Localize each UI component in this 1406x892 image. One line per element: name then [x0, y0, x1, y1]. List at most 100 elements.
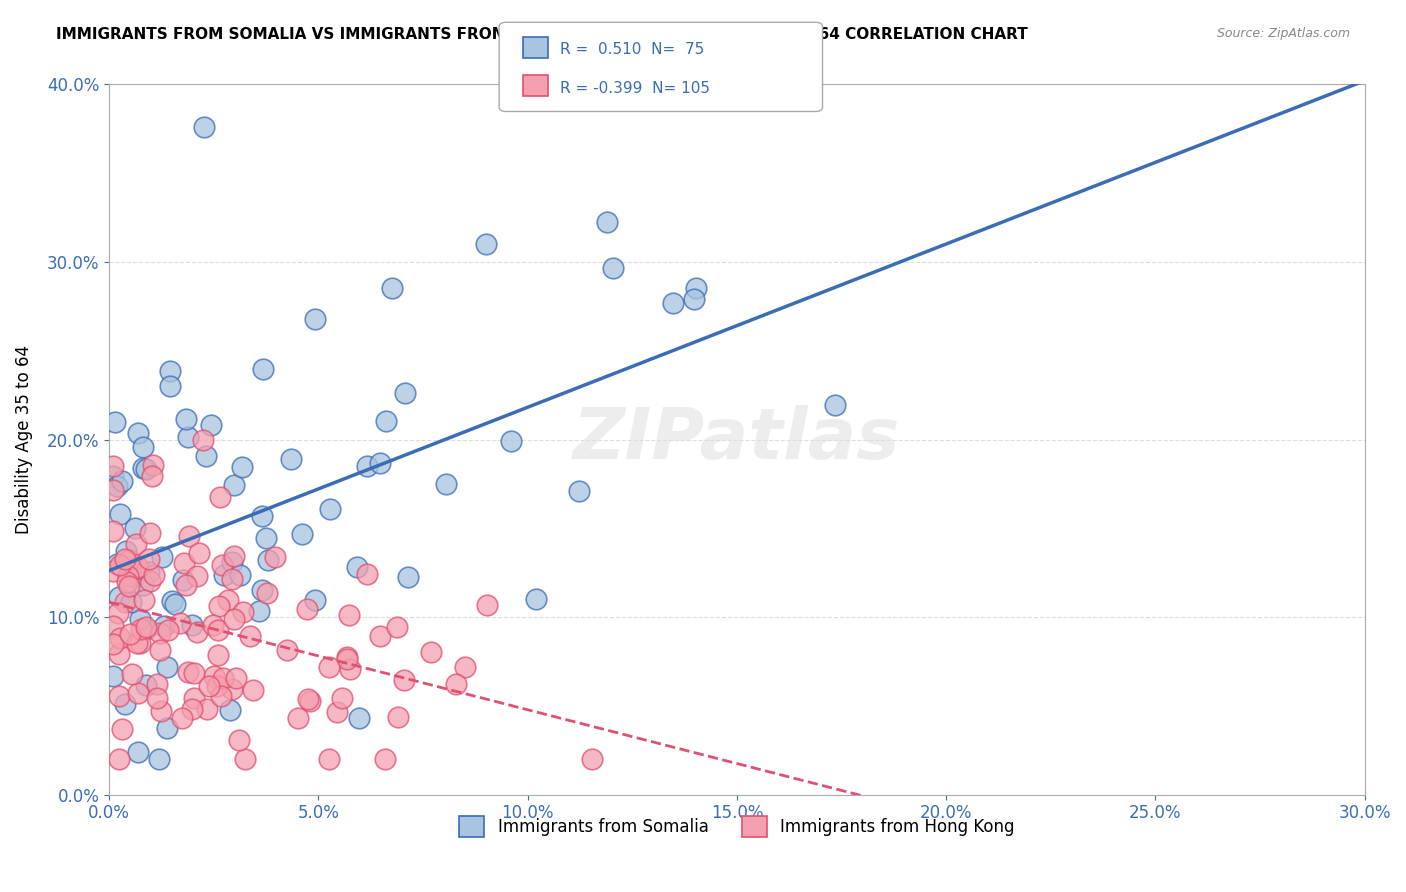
- Point: [174, 412, 197, 426]
- Point: [318, 502, 340, 516]
- Point: [368, 629, 391, 643]
- Point: [193, 120, 215, 134]
- Point: [254, 531, 277, 545]
- Point: [127, 426, 149, 441]
- Point: [110, 507, 132, 521]
- Point: [256, 586, 278, 600]
- Point: [159, 379, 181, 393]
- Point: [114, 698, 136, 712]
- Text: R =  0.510  N=  75: R = 0.510 N= 75: [560, 43, 704, 57]
- Point: [111, 474, 134, 488]
- Point: [222, 477, 245, 491]
- Point: [105, 558, 128, 572]
- Point: [179, 528, 201, 542]
- Point: [475, 237, 498, 252]
- Point: [141, 469, 163, 483]
- Point: [280, 451, 302, 466]
- Point: [337, 608, 360, 623]
- Point: [105, 479, 128, 493]
- Point: [139, 525, 162, 540]
- Point: [602, 261, 624, 276]
- Point: [387, 710, 409, 724]
- Point: [434, 476, 457, 491]
- Point: [149, 643, 172, 657]
- Point: [186, 625, 208, 640]
- Point: [208, 599, 231, 613]
- Point: [172, 573, 194, 587]
- Point: [127, 560, 149, 574]
- Point: [180, 617, 202, 632]
- Point: [394, 386, 416, 401]
- Point: [120, 595, 142, 609]
- Point: [108, 647, 131, 661]
- Point: [318, 752, 340, 766]
- Point: [131, 440, 153, 454]
- Point: [297, 691, 319, 706]
- Point: [117, 568, 139, 582]
- Point: [103, 458, 125, 473]
- Point: [156, 660, 179, 674]
- Point: [198, 679, 221, 693]
- Point: [232, 605, 254, 619]
- Point: [374, 752, 396, 766]
- Point: [107, 607, 129, 621]
- Point: [229, 567, 252, 582]
- Point: [135, 622, 157, 636]
- Point: [108, 591, 131, 605]
- Point: [318, 660, 340, 674]
- Legend: Immigrants from Somalia, Immigrants from Hong Kong: Immigrants from Somalia, Immigrants from…: [453, 810, 1021, 843]
- Point: [295, 602, 318, 616]
- Point: [381, 281, 404, 295]
- Point: [219, 703, 242, 717]
- Point: [129, 612, 152, 626]
- Point: [183, 690, 205, 705]
- Point: [374, 414, 396, 428]
- Point: [115, 544, 138, 558]
- Point: [103, 483, 125, 497]
- Point: [263, 549, 285, 564]
- Point: [336, 652, 359, 666]
- Point: [104, 415, 127, 429]
- Point: [250, 582, 273, 597]
- Point: [132, 578, 155, 592]
- Point: [156, 721, 179, 735]
- Point: [110, 631, 132, 645]
- Point: [127, 636, 149, 650]
- Point: [304, 312, 326, 326]
- Point: [129, 636, 152, 650]
- Point: [103, 619, 125, 633]
- Point: [149, 626, 172, 640]
- Point: [239, 629, 262, 643]
- Point: [524, 591, 547, 606]
- Point: [103, 564, 125, 578]
- Point: [356, 566, 378, 581]
- Y-axis label: Disability Age 35 to 64: Disability Age 35 to 64: [15, 345, 32, 534]
- Point: [125, 537, 148, 551]
- Point: [356, 458, 378, 473]
- Point: [228, 732, 250, 747]
- Point: [111, 722, 134, 736]
- Point: [177, 665, 200, 680]
- Point: [132, 593, 155, 607]
- Point: [118, 627, 141, 641]
- Point: [160, 594, 183, 608]
- Point: [150, 549, 173, 564]
- Point: [207, 648, 229, 662]
- Point: [135, 462, 157, 476]
- Point: [247, 604, 270, 618]
- Point: [347, 711, 370, 725]
- Point: [207, 623, 229, 637]
- Point: [124, 520, 146, 534]
- Point: [183, 665, 205, 680]
- Point: [146, 690, 169, 705]
- Point: [276, 643, 298, 657]
- Point: [221, 681, 243, 696]
- Point: [370, 456, 392, 470]
- Point: [118, 552, 141, 566]
- Point: [683, 292, 706, 306]
- Point: [127, 745, 149, 759]
- Point: [217, 593, 239, 607]
- Point: [186, 568, 208, 582]
- Point: [169, 615, 191, 630]
- Point: [222, 549, 245, 563]
